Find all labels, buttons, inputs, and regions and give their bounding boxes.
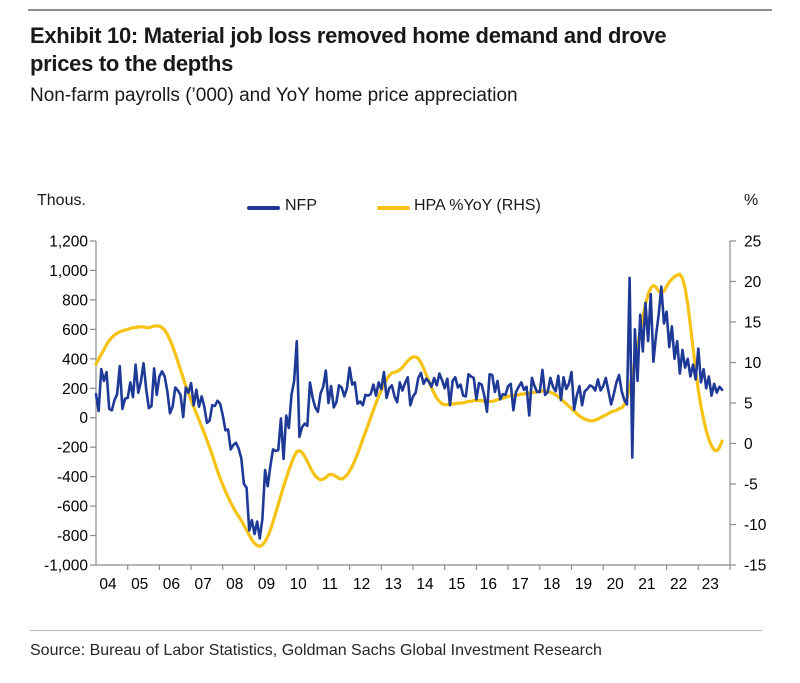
right-axis-tick-label: -5 [744,477,758,494]
nfp-line [94,276,724,540]
x-axis-year-label: 09 [258,576,275,593]
x-axis-year-label: 15 [448,576,465,593]
left-axis-tick-label: -600 [57,499,88,516]
x-axis-year-label: 06 [163,576,180,593]
right-axis-tick-label: -10 [744,517,767,534]
x-axis-year-label: 12 [353,576,370,593]
left-axis-tick-label: -800 [57,528,88,545]
left-axis-tick-label: 0 [79,410,88,427]
x-axis-year-label: 19 [575,576,592,593]
nfp-legend-label: NFP [285,197,317,214]
x-axis-year-label: 05 [131,576,148,593]
right-axis-tick-label: 25 [744,234,761,251]
x-axis-year-label: 20 [607,576,625,593]
nfp-legend-swatch [247,206,280,210]
x-axis-year-label: 14 [416,576,434,593]
x-axis-year-label: 21 [638,576,655,593]
x-axis-year-label: 11 [322,576,338,593]
x-axis-year-label: 18 [543,576,560,593]
x-axis-year-label: 13 [385,576,402,593]
exhibit-title-line2: prices to the depths [30,51,234,76]
right-axis-tick-label: 0 [744,436,753,453]
left-axis-tick-label: 1,000 [49,263,88,280]
left-axis-tick-label: -400 [57,469,88,486]
exhibit-subtitle: Non-farm payrolls (’000) and YoY home pr… [30,85,518,106]
left-axis-unit-label: Thous. [37,192,86,209]
source-note: Source: Bureau of Labor Statistics, Gold… [30,642,602,659]
right-axis-tick-label: 5 [744,396,753,413]
x-axis-year-label: 23 [702,576,719,593]
right-axis-tick-label: 20 [744,274,762,291]
x-axis-year-label: 07 [194,576,211,593]
right-axis-tick-label: 10 [744,355,762,372]
exhibit-title-line1: Exhibit 10: Material job loss removed ho… [30,23,667,48]
x-axis-year-label: 10 [290,576,308,593]
x-axis-year-label: 16 [480,576,497,593]
left-axis-tick-label: 600 [62,322,88,339]
top-rule [28,9,772,11]
left-axis-tick-label: -1,000 [44,558,88,575]
right-axis-tick-label: 15 [744,315,761,332]
hpa-legend-swatch [377,206,410,210]
hpa-legend-label: HPA %YoY (RHS) [414,197,541,214]
x-axis-year-label: 04 [99,576,117,593]
hpa-line [94,272,724,548]
right-axis-unit-label: % [744,192,759,209]
left-axis-tick-label: 400 [62,351,88,368]
left-axis-tick-label: 1,200 [49,234,88,251]
left-axis-tick-label: -200 [57,440,88,457]
left-axis-tick-label: 200 [62,381,88,398]
bottom-rule [30,630,762,631]
x-axis-year-label: 17 [511,576,528,593]
right-axis-tick-label: -15 [744,558,766,575]
x-axis-year-label: 08 [226,576,243,593]
x-axis-year-label: 22 [670,576,687,593]
exhibit-title: Exhibit 10: Material job loss removed ho… [30,22,770,78]
left-axis-tick-label: 800 [62,292,88,309]
